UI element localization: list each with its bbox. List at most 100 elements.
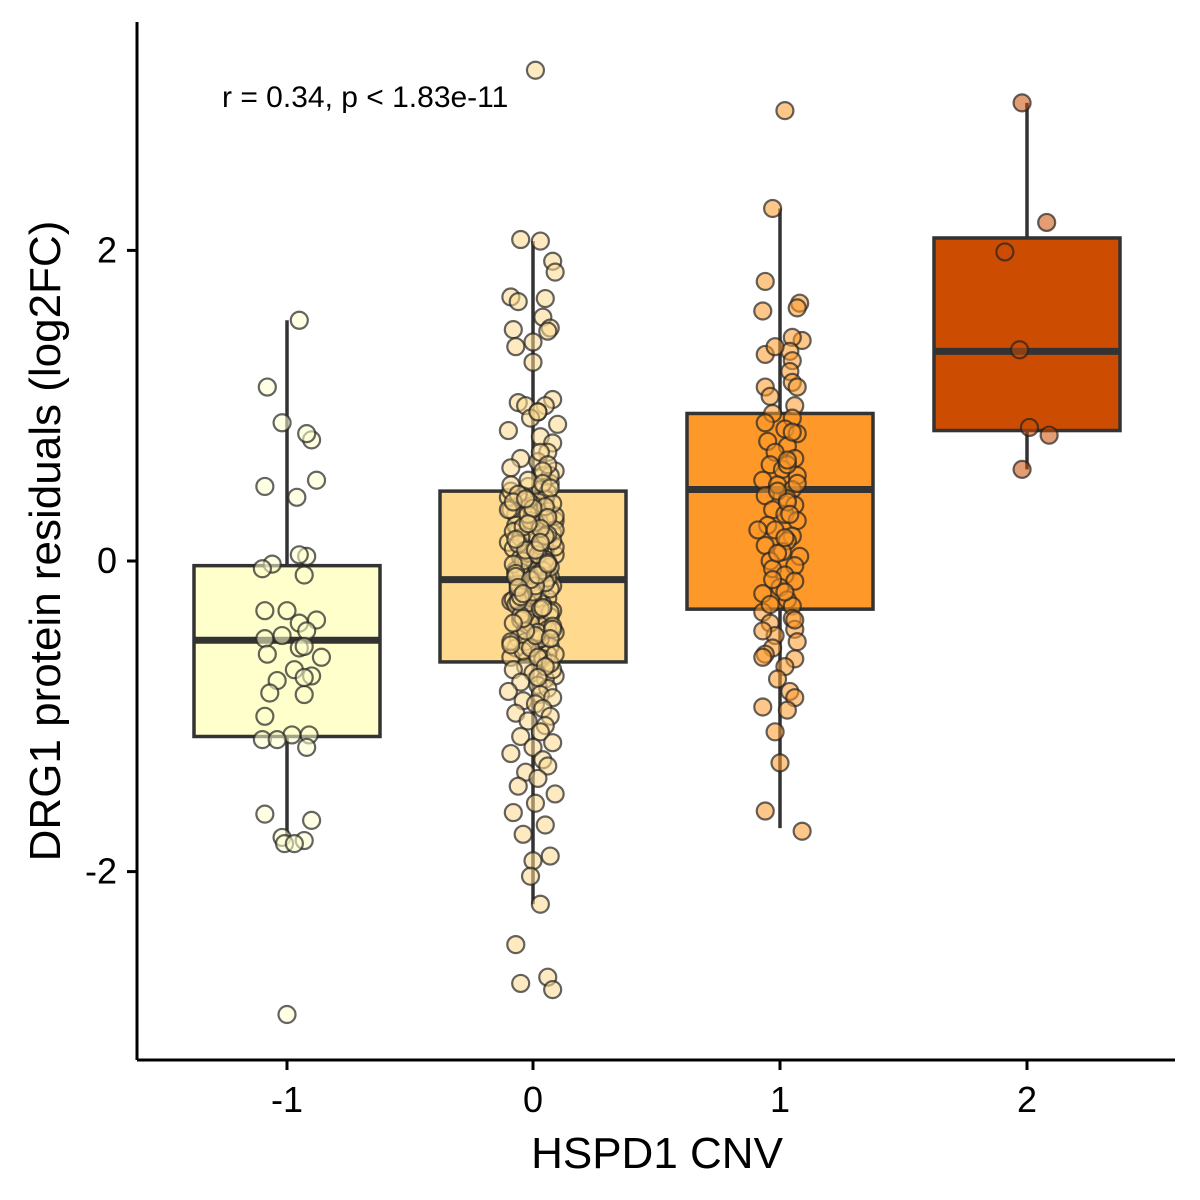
data-point [540,478,560,498]
data-point [501,743,521,764]
boxes [192,102,1122,905]
data-point [787,298,807,318]
data-point [297,737,317,757]
data-point [787,473,807,493]
data-point [506,529,526,549]
data-point [753,621,773,641]
data-point [294,636,314,657]
data-point [535,815,555,835]
data-point [297,621,317,641]
data-point [503,613,523,633]
data-point [506,337,526,357]
data-point [498,420,518,441]
data-point [545,784,565,804]
data-point [767,669,788,689]
data-point [503,802,523,823]
data-point [1012,459,1032,479]
data-point [501,458,521,478]
data-point [523,737,543,757]
data-point [530,722,550,742]
data-point [272,413,292,433]
data-point [787,632,807,652]
data-point [540,629,560,649]
data-point [753,301,773,321]
data-point [257,377,277,397]
box-group--1 [192,320,382,838]
data-point [267,729,287,750]
data-point [287,487,307,507]
data-point [765,337,785,357]
data-point [508,292,528,312]
data-point [511,973,531,994]
x-axis-title: HSPD1 CNV [531,1129,783,1178]
data-point [530,231,550,251]
data-point [255,706,275,726]
data-point [538,321,558,341]
data-point [260,683,280,703]
data-point [777,450,797,470]
data-point [748,520,768,540]
data-point [780,504,800,525]
data-point [255,601,275,621]
x-ticks: -1 0 1 2 [271,1060,1037,1120]
data-point [516,489,536,509]
data-point [530,894,550,914]
data-point [523,851,543,871]
data-point [523,352,543,372]
data-point [543,980,563,1000]
points-group-0 [498,60,568,1000]
data-point [792,821,812,841]
data-point [513,824,533,844]
data-point [785,610,805,630]
data-point [525,60,546,80]
data-point [297,424,317,444]
data-point [255,629,275,649]
data-point [540,846,560,866]
data-point [518,514,538,534]
data-point [498,681,518,702]
data-point [523,332,543,352]
data-point [770,753,790,773]
data-point [760,594,780,615]
data-point [1037,212,1057,233]
x-tick-label: 2 [1017,1079,1037,1120]
data-point [257,644,277,664]
data-point [755,271,775,292]
data-point [763,570,783,590]
data-point [506,934,526,955]
data-point [1039,425,1059,445]
data-point [995,242,1015,262]
data-point [302,810,322,830]
data-point [787,377,807,397]
points-group-1 [748,101,812,841]
data-point [294,684,314,705]
data-point [284,834,304,854]
data-points-overlay [252,60,1059,1025]
data-point [1019,417,1040,438]
data-point [765,722,785,742]
y-ticks: -2 0 2 [85,229,137,892]
y-tick-label: -2 [85,851,117,892]
data-point [777,700,797,720]
data-point [775,582,795,602]
data-point [520,866,541,886]
data-point [755,801,775,821]
y-tick-label: 2 [97,229,117,270]
data-point [289,310,309,330]
data-point [518,711,538,731]
x-tick-label: -1 [271,1079,303,1120]
data-point [547,414,568,434]
data-point [530,532,550,552]
data-point [255,804,275,824]
data-point [760,386,780,406]
y-tick-label: 0 [97,540,117,581]
data-point [513,584,533,604]
data-point [252,559,272,579]
data-point [775,528,795,548]
correlation-annotation: r = 0.34, p < 1.83e-11 [222,81,508,114]
data-point [294,565,314,585]
data-point [545,262,565,282]
data-point [538,554,558,574]
data-point [533,597,553,618]
data-point [311,647,332,667]
